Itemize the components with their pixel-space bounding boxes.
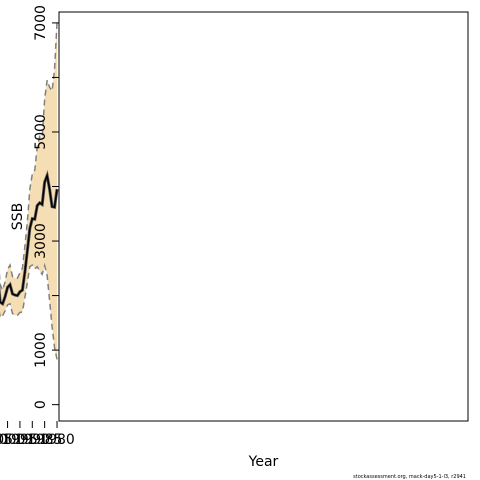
- x-axis-title: Year: [248, 454, 279, 470]
- series-line-layer: [0, 22, 59, 360]
- y-tick-label: 5000: [33, 114, 49, 150]
- y-tick-label: 1000: [33, 332, 49, 368]
- plot-frame: [58, 11, 469, 422]
- confidence-band-layer: [0, 22, 58, 360]
- x-tick-label: 2000: [0, 432, 25, 448]
- x-tick-label: 1980: [39, 432, 75, 448]
- x-tick-label: 1995: [2, 432, 38, 448]
- x-tick-label: 2010: [0, 432, 1, 448]
- confidence-band: [0, 22, 58, 360]
- estimate-line: [0, 172, 58, 305]
- x-axis: 1980198519901995200020052010: [0, 421, 75, 448]
- y-axis-title: SSB: [10, 203, 26, 230]
- y-tick-label: 0: [33, 400, 49, 409]
- footnote: stockassessment.org, mack-day5-1-l3, r29…: [353, 474, 466, 480]
- y-tick-label: 3000: [33, 223, 49, 259]
- x-tick-label: 1985: [27, 432, 63, 448]
- y-tick-label: 7000: [33, 5, 49, 41]
- x-tick-label: 2005: [0, 432, 13, 448]
- x-tick-label: 1990: [14, 432, 50, 448]
- y-axis: 0 1000 3000 5000 7000: [33, 5, 59, 409]
